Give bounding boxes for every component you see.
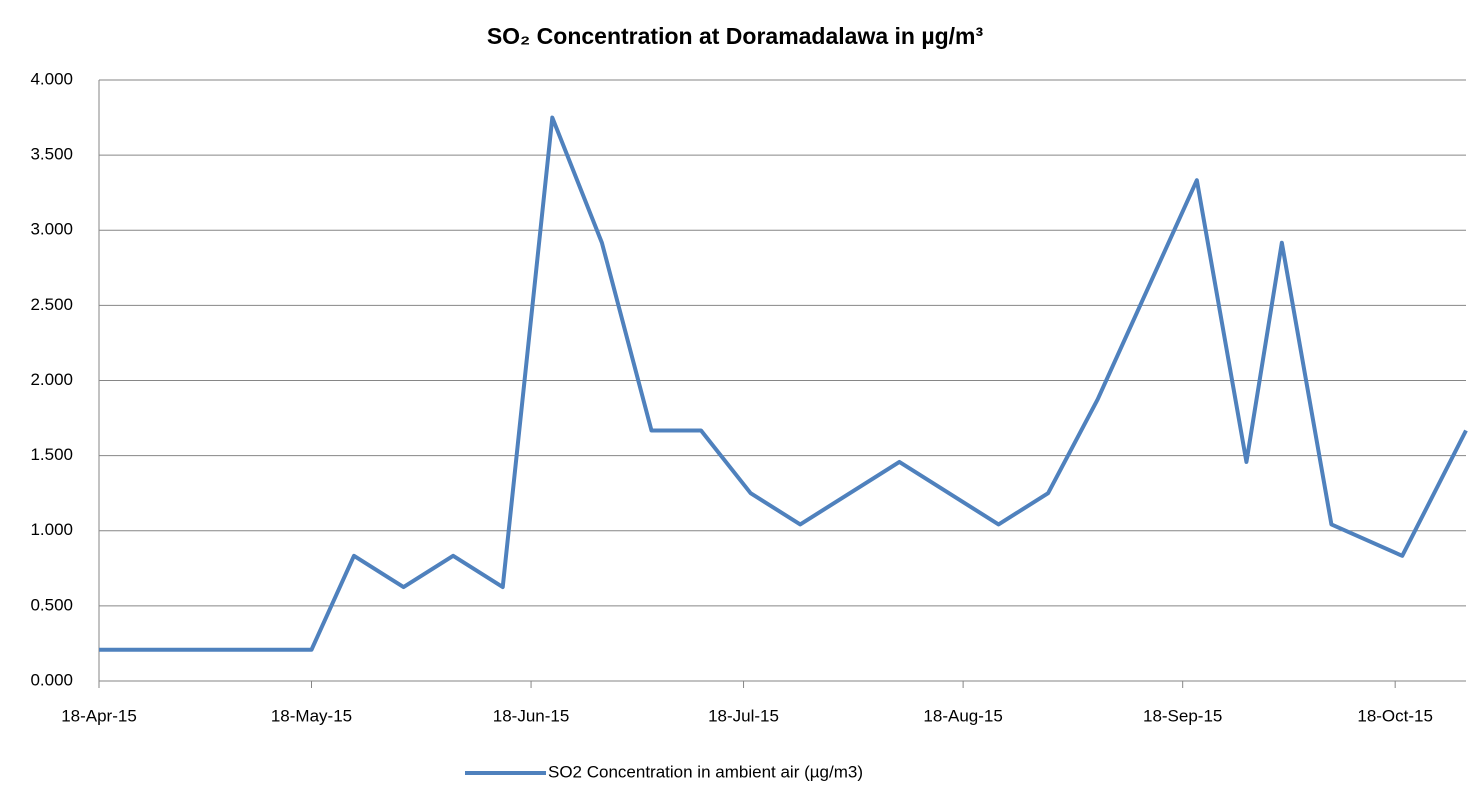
legend-label: SO2 Concentration in ambient air (µg/m3) (548, 762, 863, 781)
x-tick-label: 18-Apr-15 (61, 706, 137, 725)
y-tick-label: 2.500 (30, 295, 73, 314)
x-tick-label: 18-Sep-15 (1143, 706, 1222, 725)
y-tick-label: 4.000 (30, 69, 73, 88)
y-tick-label: 2.000 (30, 370, 73, 389)
chart-title: SO₂ Concentration at Doramadalawa in µg/… (487, 23, 984, 49)
x-tick-label: 18-Jul-15 (708, 706, 779, 725)
y-tick-label: 3.000 (30, 220, 73, 239)
y-tick-label: 3.500 (30, 145, 73, 164)
x-tick-label: 18-May-15 (271, 706, 352, 725)
x-tick-label: 18-Jun-15 (493, 706, 570, 725)
y-tick-label: 0.000 (30, 670, 73, 689)
y-tick-label: 1.500 (30, 445, 73, 464)
y-tick-label: 1.000 (30, 520, 73, 539)
x-tick-label: 18-Aug-15 (923, 706, 1002, 725)
y-tick-label: 0.500 (30, 595, 73, 614)
series-line (99, 115, 1468, 652)
x-tick-label: 18-Oct-15 (1357, 706, 1433, 725)
